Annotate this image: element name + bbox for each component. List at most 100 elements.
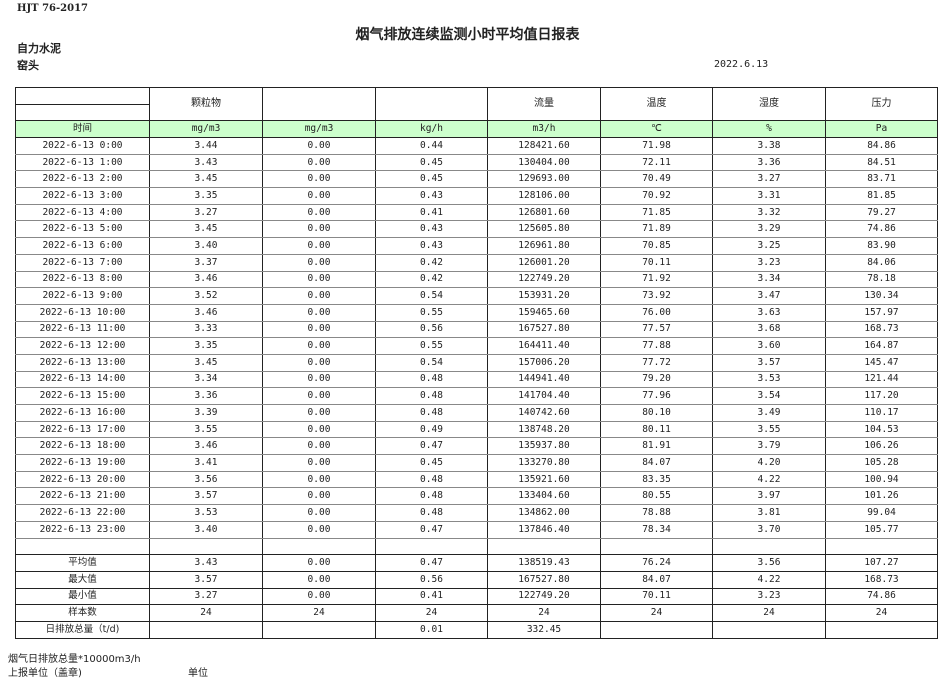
summary-value: 24 [375,604,488,622]
value-cell: 164.87 [825,337,938,355]
value-cell: 78.18 [825,270,938,289]
value-cell: 3.41 [149,454,263,472]
summary-value: 24 [487,604,601,622]
value-cell: 0.00 [262,170,376,189]
value-cell: 83.35 [600,470,713,489]
summary-value: 3.56 [712,554,826,572]
value-cell: 0.48 [375,487,488,506]
value-cell: 84.86 [825,137,938,155]
value-cell: 0.00 [262,387,376,405]
table-row: 2022-6-13 20:00 3.56 0.00 0.48 135921.60 83.3… [15,470,938,489]
value-cell: 0.00 [262,520,376,539]
value-cell: 77.96 [600,387,713,405]
value-cell: 0.44 [375,137,488,155]
empty-cell [712,537,826,556]
summary-value: 332.45 [487,620,601,639]
value-cell: 100.94 [825,470,938,489]
value-cell: 0.00 [262,487,376,506]
summary-value: 0.00 [262,570,376,589]
summary-value: 122749.20 [487,587,601,606]
table-row: 2022-6-13 21:00 3.57 0.00 0.48 133404.60 80.5… [15,487,938,506]
value-cell: 133404.60 [487,487,601,506]
value-cell: 0.48 [375,504,488,522]
value-cell: 70.92 [600,187,713,205]
table-row: 2022-6-13 4:00 3.27 0.00 0.41 126801.60 71.85… [15,203,938,222]
summary-value: 138519.43 [487,554,601,572]
summary-value [262,620,376,639]
time-cell: 2022-6-13 16:00 [15,404,150,422]
value-cell: 78.34 [600,520,713,539]
summary-value: 0.00 [262,587,376,606]
table-row: 2022-6-13 16:00 3.39 0.00 0.48 140742.60 80.1… [15,404,938,422]
value-cell: 0.00 [262,237,376,255]
value-cell: 0.00 [262,270,376,289]
value-cell: 3.57 [149,487,263,506]
value-cell: 3.46 [149,437,263,456]
company-name: 自力水泥 [17,42,61,55]
table-row: 2022-6-13 5:00 3.45 0.00 0.43 125605.80 71.89… [15,220,938,239]
column-header: 温度 [600,87,713,121]
value-cell: 153931.20 [487,287,601,305]
time-cell: 2022-6-13 19:00 [15,454,150,472]
time-cell: 2022-6-13 10:00 [15,303,150,322]
time-cell: 2022-6-13 23:00 [15,520,150,539]
value-cell: 128106.00 [487,187,601,205]
value-cell: 0.00 [262,353,376,372]
value-cell: 135921.60 [487,470,601,489]
value-cell: 80.10 [600,404,713,422]
table-row: 2022-6-13 3:00 3.35 0.00 0.43 128106.00 70.92… [15,187,938,205]
value-cell: 71.89 [600,220,713,239]
value-cell: 0.41 [375,203,488,222]
empty-cell [262,537,376,556]
value-cell: 130404.00 [487,153,601,172]
value-cell: 0.47 [375,437,488,456]
table-row: 2022-6-13 12:00 3.35 0.00 0.55 164411.40 77.8… [15,337,938,355]
value-cell: 126961.80 [487,237,601,255]
value-cell: 0.55 [375,337,488,355]
value-cell: 3.45 [149,170,263,189]
summary-value: 3.57 [149,570,263,589]
value-cell: 71.85 [600,203,713,222]
value-cell: 3.38 [712,137,826,155]
value-cell: 84.07 [600,454,713,472]
column-header [375,87,488,121]
report-date: 2022.6.13 [714,59,769,70]
table-row: 2022-6-13 2:00 3.45 0.00 0.45 129693.00 70.49… [15,170,938,189]
value-cell: 3.33 [149,320,263,339]
column-header: 流量 [487,87,601,121]
column-header [262,87,376,121]
value-cell: 84.51 [825,153,938,172]
column-header: 湿度 [712,87,826,121]
summary-value: 0.47 [375,554,488,572]
time-cell: 2022-6-13 17:00 [15,420,150,439]
value-cell: 0.56 [375,320,488,339]
time-cell: 2022-6-13 20:00 [15,470,150,489]
value-cell: 79.20 [600,370,713,389]
time-cell: 2022-6-13 2:00 [15,170,150,189]
value-cell: 77.88 [600,337,713,355]
table-row: 2022-6-13 14:00 3.34 0.00 0.48 144941.40 79.2… [15,370,938,389]
table-row: 2022-6-13 15:00 3.36 0.00 0.48 141704.40 77.9… [15,387,938,405]
value-cell: 157.97 [825,303,938,322]
value-cell: 3.29 [712,220,826,239]
report-title: 烟气排放连续监测小时平均值日报表 [355,27,580,43]
value-cell: 4.22 [712,470,826,489]
summary-row: 样本数 24 24 24 24 24 24 24 [15,604,938,622]
column-header [15,87,150,121]
value-cell: 0.00 [262,320,376,339]
value-cell: 77.57 [600,320,713,339]
value-cell: 3.35 [149,187,263,205]
value-cell: 0.00 [262,287,376,305]
time-cell: 2022-6-13 13:00 [15,353,150,372]
unit-label: 单位 [188,668,208,679]
value-cell: 74.86 [825,220,938,239]
summary-value: 74.86 [825,587,938,606]
value-cell: 3.53 [149,504,263,522]
value-cell: 145.47 [825,353,938,372]
value-cell: 0.00 [262,404,376,422]
value-cell: 0.00 [262,437,376,456]
value-cell: 3.60 [712,337,826,355]
value-cell: 3.54 [712,387,826,405]
value-cell: 117.20 [825,387,938,405]
value-cell: 164411.40 [487,337,601,355]
